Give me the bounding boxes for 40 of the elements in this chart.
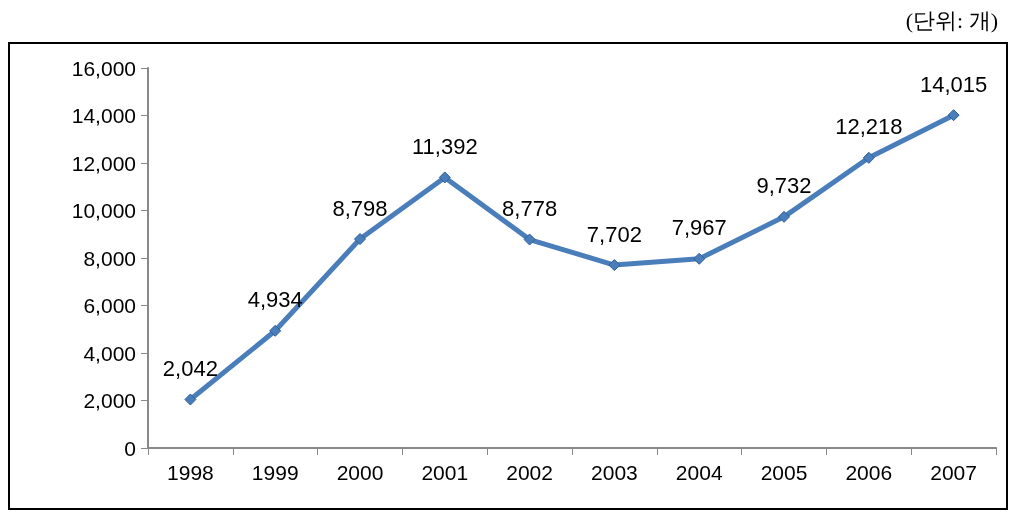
data-label: 11,392	[411, 133, 478, 159]
x-tick-label: 2000	[336, 461, 384, 484]
text: (단위: 개)	[905, 7, 998, 35]
x-tick-label: 2007	[930, 461, 977, 484]
y-tick-label: 0	[124, 436, 136, 460]
x-tick-label: 1999	[251, 461, 299, 484]
y-tick-label: 14,000	[71, 104, 136, 127]
y-tick-label: 6,000	[83, 294, 136, 317]
point	[862, 151, 875, 164]
x-tick-label: 2001	[421, 461, 469, 484]
y-tick-label: 4,000	[83, 341, 136, 365]
x-tick-label: 2003	[591, 461, 638, 484]
data-label: 4,934	[247, 287, 303, 313]
y-tick-label: 12,000	[71, 151, 136, 175]
y-tick-label: 2,000	[83, 389, 136, 412]
data-label: 14,015	[919, 71, 988, 97]
data-label: 7,702	[586, 221, 642, 247]
y-tick-label: 8,000	[83, 246, 136, 270]
point	[269, 324, 282, 337]
point	[693, 252, 706, 265]
data-label: 9,732	[756, 173, 812, 199]
point	[354, 233, 366, 246]
x-tick-label: 2006	[845, 461, 893, 484]
data-label: 2,042	[162, 356, 218, 381]
data-label: 7,967	[671, 215, 727, 241]
point	[438, 171, 451, 184]
data-label: 12,218	[835, 114, 903, 140]
x-tick-label: 2004	[675, 461, 723, 484]
point	[778, 210, 790, 223]
data-label: 8,778	[502, 196, 558, 222]
data-label: 8,798	[332, 195, 388, 221]
x-tick-label: 1998	[167, 461, 214, 484]
point	[523, 233, 536, 246]
point	[947, 109, 960, 122]
x-tick-label: 2005	[760, 461, 808, 484]
x-tick-label: 2002	[506, 461, 553, 484]
point	[608, 259, 621, 272]
y-tick-label: 10,000	[71, 199, 136, 222]
point	[184, 393, 197, 406]
y-tick-label: 16,000	[71, 56, 136, 80]
